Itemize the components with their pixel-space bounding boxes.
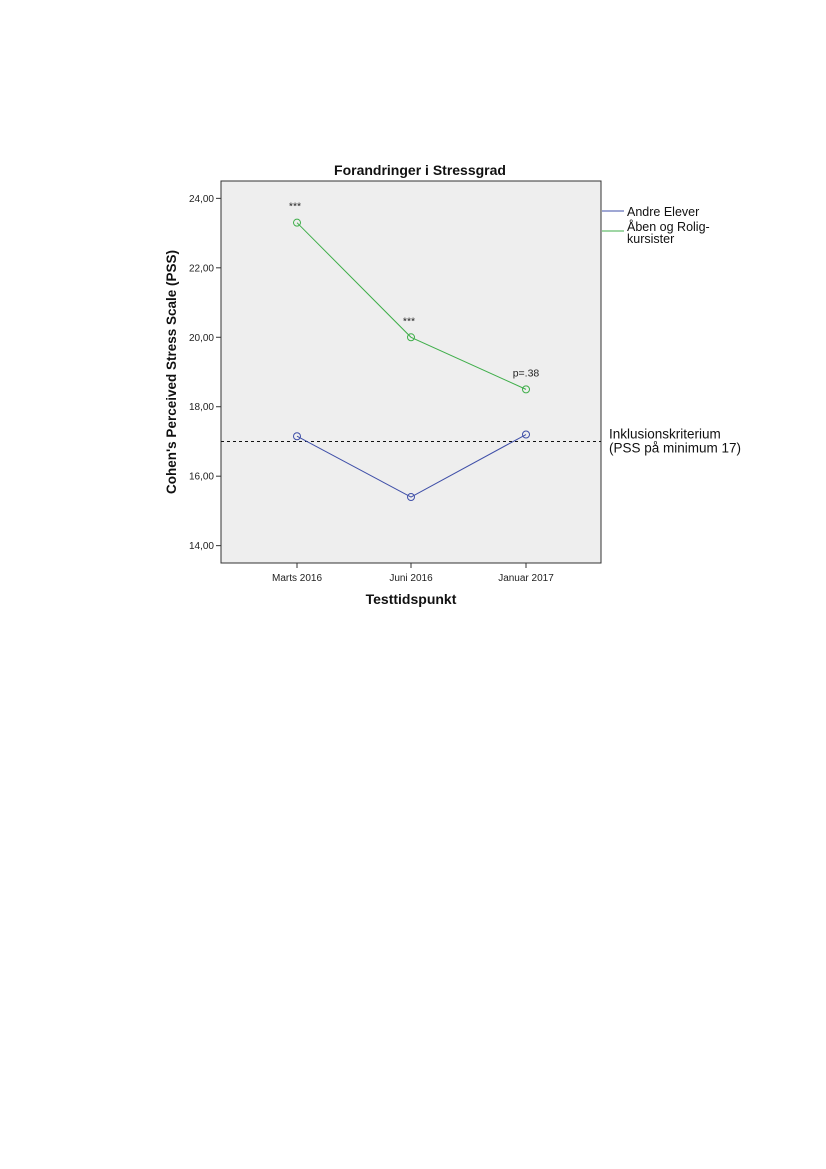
y-tick-label: 20,00 bbox=[189, 333, 214, 344]
data-point bbox=[522, 430, 530, 439]
x-axis-label: Testtidspunkt bbox=[366, 591, 457, 607]
data-point bbox=[407, 333, 415, 342]
y-tick-label: 24,00 bbox=[189, 194, 214, 205]
legend-label: kursister bbox=[627, 232, 674, 246]
significance-annotation: *** bbox=[289, 201, 301, 213]
data-point bbox=[407, 493, 415, 502]
y-axis-label: Cohen's Perceived Stress Scale (PSS) bbox=[164, 250, 179, 494]
series-group bbox=[293, 218, 530, 502]
significance-annotation: p=.38 bbox=[513, 367, 540, 379]
series-line-1 bbox=[296, 434, 527, 498]
data-point bbox=[293, 432, 301, 441]
reference-line-label-text: Inklusionskriterium bbox=[609, 426, 721, 441]
series-line-2 bbox=[296, 222, 527, 390]
y-axis: 14,00 16,00 18,00 20,00 22,00 24,00 bbox=[189, 194, 221, 552]
significance-annotation: *** bbox=[403, 315, 415, 327]
data-point bbox=[293, 218, 301, 227]
y-tick-label: 18,00 bbox=[189, 402, 214, 413]
x-tick-label: Januar 2017 bbox=[498, 573, 554, 584]
annotation-group: *** *** p=.38 bbox=[289, 201, 540, 380]
y-tick-label: 16,00 bbox=[189, 472, 214, 483]
reference-line-label: Inklusionskriterium(PSS på minimum 17) bbox=[609, 426, 741, 455]
legend-label: Åben og Rolig- bbox=[627, 219, 710, 234]
y-tick-label: 22,00 bbox=[189, 263, 214, 274]
x-tick-label: Juni 2016 bbox=[389, 573, 433, 584]
reference-line-label-text: (PSS på minimum 17) bbox=[609, 440, 741, 455]
x-axis: Marts 2016 Juni 2016 Januar 2017 bbox=[272, 563, 554, 584]
plot-area bbox=[220, 180, 602, 564]
chart-title: Forandringer i Stressgrad bbox=[334, 162, 506, 178]
y-tick-label: 14,00 bbox=[189, 541, 214, 552]
x-tick-label: Marts 2016 bbox=[272, 573, 322, 584]
legend-label: Andre Elever bbox=[627, 205, 699, 219]
data-point bbox=[522, 385, 530, 394]
